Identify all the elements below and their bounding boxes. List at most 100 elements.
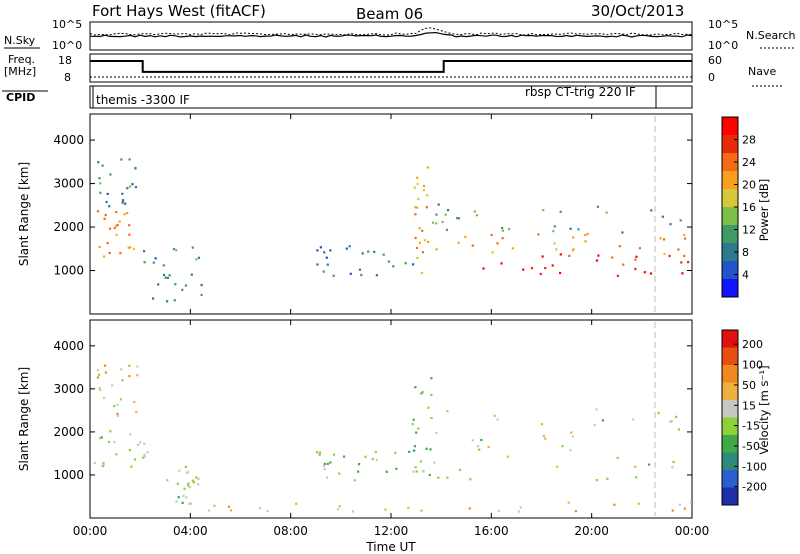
vel-marks-cell [322, 464, 325, 468]
power-marks-cell [121, 192, 124, 195]
vel-marks-cell [143, 455, 146, 458]
vel-marks-cell [97, 373, 101, 376]
vel-marks-cell [420, 509, 423, 512]
power-marks-cell [584, 233, 587, 237]
power-marks-cell [596, 205, 599, 208]
vel-marks-cell [295, 502, 298, 505]
cpid-panel [89, 85, 693, 109]
vel-marks-cell [133, 458, 136, 461]
power-marks-cell [345, 247, 348, 250]
nave-label: Nave [748, 65, 776, 78]
vel-marks-cell [185, 496, 188, 499]
power-marks-cell [559, 271, 562, 275]
colorbar-swatch [722, 365, 738, 383]
power-marks-cell [99, 182, 102, 185]
nsky-tick-low: 10^0 [52, 39, 82, 52]
power-marks-cell [539, 272, 542, 276]
power-marks-cell [457, 241, 460, 244]
colorbar-tick-label: -100 [742, 460, 767, 473]
power-marks-cell [473, 210, 476, 213]
colorbar-tick-label: 8 [742, 246, 749, 259]
power-marks-cell [326, 263, 329, 266]
power-marks-cell [361, 252, 364, 255]
vel-marks-cell [99, 437, 102, 440]
vel-marks-cell [496, 418, 499, 421]
cpid-right-text: rbsp CT-trig 220 IF [525, 85, 636, 99]
power-marks-cell [669, 223, 672, 226]
vel-marks-cell [458, 468, 461, 471]
vel-marks-cell [128, 364, 131, 367]
power-marks-cell [129, 246, 132, 249]
vel-marks-cell [437, 476, 440, 479]
power-marks-cell [387, 260, 390, 263]
vel-marks-cell [427, 406, 430, 409]
power-marks-cell [416, 256, 419, 259]
vel-marks-cell [419, 460, 422, 463]
power-marks-cell [417, 197, 420, 201]
power-marks-cell [501, 237, 504, 240]
power-marks-cell [96, 210, 100, 213]
vel-marks-cell [428, 473, 431, 477]
power-marks-cell [166, 276, 169, 279]
vel-marks-cell [177, 496, 180, 499]
power-marks-cell [108, 227, 112, 230]
power-marks-cell [572, 236, 575, 239]
vel-marks-cell [113, 441, 116, 444]
x-tick-label: 20:00 [574, 524, 609, 538]
power-marks-cell [98, 245, 101, 248]
vel-marks-cell [430, 377, 433, 380]
vel-marks-cell [556, 465, 559, 468]
vel-marks-cell [519, 506, 522, 509]
vel-marks-cell [540, 423, 544, 426]
vel-marks-cell [569, 449, 572, 452]
y-tick-label: 4000 [53, 339, 84, 353]
power-marks-cell [661, 215, 664, 218]
vel-marks-cell [315, 451, 319, 454]
power-marks-cell [464, 235, 467, 239]
power-marks-cell [444, 213, 447, 216]
vel-marks-cell [182, 494, 185, 497]
power-marks-cell [415, 246, 418, 250]
power-marks-cell [113, 226, 116, 230]
power-marks-cell [103, 217, 106, 220]
power-marks-cell [437, 203, 440, 206]
y-tick-label: 1000 [53, 264, 84, 278]
power-marks-cell [559, 253, 562, 256]
power-marks-cell [115, 211, 118, 214]
vel-marks-cell [207, 509, 210, 512]
vel-marks-cell [571, 435, 575, 438]
power-marks-cell [687, 261, 690, 264]
colorbar-tick-label: 20 [742, 179, 756, 192]
power-marks-cell [131, 183, 134, 186]
vel-marks-cell [430, 393, 433, 397]
power-marks-cell [152, 297, 155, 300]
power-marks-cell [553, 242, 556, 245]
power-marks-cell [126, 187, 129, 190]
vel-marks-cell [323, 468, 326, 471]
colorbar-tick-label: 16 [742, 201, 756, 214]
vel-marks-cell [683, 507, 686, 510]
power-marks-cell [124, 202, 127, 205]
vel-marks-cell [357, 470, 360, 473]
power-marks-cell [496, 242, 499, 245]
nave-tick-high: 60 [708, 54, 722, 67]
vel-marks-cell [601, 419, 604, 422]
vel-marks-cell [336, 508, 340, 511]
power-marks-cell [414, 206, 417, 209]
vel-marks-cell [671, 466, 674, 469]
power-marks-cell [121, 201, 124, 204]
vel-marks-cell [136, 374, 139, 377]
vel-marks-cell [128, 375, 131, 378]
colorbar-swatch [722, 452, 738, 471]
vel-marks-cell [266, 509, 269, 513]
power-marks-cell [348, 245, 351, 248]
power-marks-cell [168, 274, 171, 277]
colorbar-swatch [722, 225, 738, 244]
power-marks-cell [414, 213, 417, 216]
power-marks-cell [164, 276, 167, 279]
x-tick-label: 16:00 [474, 524, 509, 538]
colorbar-swatch [722, 279, 738, 298]
vel-marks-cell [187, 482, 190, 485]
colorbar-swatch [722, 153, 738, 172]
power-marks-cell [491, 251, 494, 254]
